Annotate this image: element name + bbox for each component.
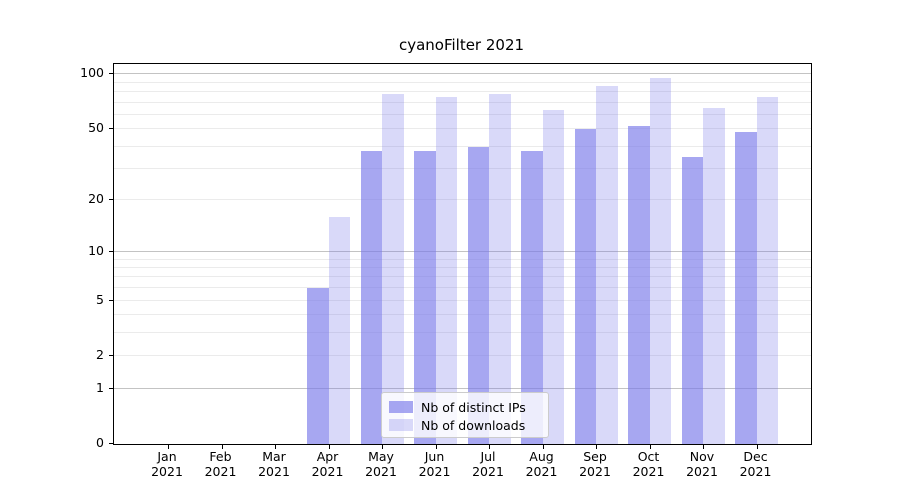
x-tick-label: Dec 2021 [739, 449, 772, 479]
y-axis-labels: 0 1 2 5 10 20 50 100 [0, 63, 104, 450]
y-tick-mark [109, 387, 113, 389]
y-tick-mark [109, 443, 113, 444]
bar-downloads [542, 109, 564, 444]
y-tick-label: 1 [96, 379, 104, 395]
x-tick-mark [221, 445, 223, 449]
y-gridline-minor [114, 113, 811, 115]
x-tick-mark [328, 445, 330, 449]
x-tick-mark [382, 445, 383, 449]
bar-downloads [489, 94, 511, 444]
x-tick-mark [275, 445, 276, 449]
y-tick-label: 100 [80, 65, 104, 81]
legend: Nb of distinct IPs Nb of downloads [381, 392, 549, 438]
x-tick-mark [756, 445, 758, 449]
y-gridline-minor [114, 145, 811, 147]
x-tick-mark [649, 445, 651, 449]
x-tick-label: Jul 2021 [472, 449, 504, 479]
legend-label-distinct-ips: Nb of distinct IPs [421, 399, 526, 415]
x-tick-label: Jan 2021 [151, 449, 183, 479]
y-gridline-minor [114, 287, 811, 289]
y-tick-mark [109, 299, 113, 301]
plot-area: Nb of distinct IPs Nb of downloads [109, 63, 812, 449]
x-tick-label: Jun 2021 [418, 449, 451, 479]
y-gridline-major [114, 250, 811, 252]
bar-downloads [596, 86, 618, 444]
chart-title: cyanoFilter 2021 [398, 36, 525, 54]
x-tick-label: Nov 2021 [686, 449, 718, 479]
y-tick-label: 50 [88, 120, 104, 136]
y-tick-mark [109, 355, 113, 357]
x-tick-label: Oct 2021 [632, 449, 665, 479]
x-tick-mark [489, 445, 490, 449]
y-gridline-minor [114, 91, 811, 93]
bar-downloads [382, 94, 404, 444]
x-tick-label: May 2021 [365, 449, 397, 479]
x-tick-mark [435, 445, 437, 449]
x-tick-label: Feb 2021 [204, 449, 237, 479]
y-gridline-minor [114, 314, 811, 316]
y-tick-label: 0 [96, 435, 104, 450]
legend-swatch-distinct-ips-icon [389, 401, 413, 413]
y-gridline-minor [114, 299, 811, 301]
bar-distinct-ips [521, 150, 543, 444]
y-gridline-major [114, 387, 811, 389]
bar-distinct-ips [467, 146, 489, 444]
y-gridline-minor [114, 331, 811, 333]
x-tick-mark [168, 445, 169, 449]
bar-distinct-ips [735, 132, 757, 444]
y-tick-mark [109, 250, 113, 252]
bar-downloads [649, 78, 671, 444]
bar-downloads [328, 217, 350, 444]
bar-downloads [703, 108, 725, 444]
bar-distinct-ips [360, 150, 382, 444]
y-tick-mark [109, 73, 113, 75]
x-tick-mark [703, 445, 704, 449]
y-tick-label: 10 [88, 242, 104, 258]
y-gridline-major [114, 73, 811, 75]
y-gridline-minor [114, 81, 811, 83]
y-gridline-minor [114, 258, 811, 260]
x-axis-labels: Jan 2021 Feb 2021 Mar 2021 Apr 2021 May 2021 Jun 20… [113, 449, 810, 494]
y-gridline-minor [114, 101, 811, 103]
x-tick-label: Aug 2021 [525, 449, 558, 479]
y-gridline-minor [114, 276, 811, 278]
bar-downloads [756, 97, 778, 444]
y-gridline-minor [114, 267, 811, 269]
y-tick-label: 2 [96, 347, 104, 363]
bar-downloads [435, 97, 457, 444]
bar-distinct-ips [307, 288, 329, 444]
legend-label-downloads: Nb of downloads [421, 417, 526, 433]
x-tick-label: Apr 2021 [311, 449, 344, 479]
y-tick-mark [109, 199, 113, 201]
legend-swatch-downloads-icon [389, 419, 413, 431]
bar-distinct-ips [574, 129, 596, 444]
bar-distinct-ips [681, 157, 703, 444]
x-tick-mark [542, 445, 544, 449]
legend-item-distinct-ips: Nb of distinct IPs [389, 398, 540, 416]
x-tick-label: Mar 2021 [258, 449, 290, 479]
y-tick-mark [109, 128, 113, 130]
y-tick-label: 20 [88, 191, 104, 207]
x-tick-label: Sep 2021 [579, 449, 611, 479]
bar-distinct-ips [414, 150, 436, 444]
legend-item-downloads: Nb of downloads [389, 416, 540, 434]
x-tick-mark [596, 445, 597, 449]
y-gridline-minor [114, 355, 811, 357]
y-gridline-minor [114, 199, 811, 201]
bar-distinct-ips [628, 126, 650, 444]
y-gridline-minor [114, 128, 811, 130]
y-gridline-minor [114, 168, 811, 169]
y-tick-label: 5 [96, 291, 104, 307]
